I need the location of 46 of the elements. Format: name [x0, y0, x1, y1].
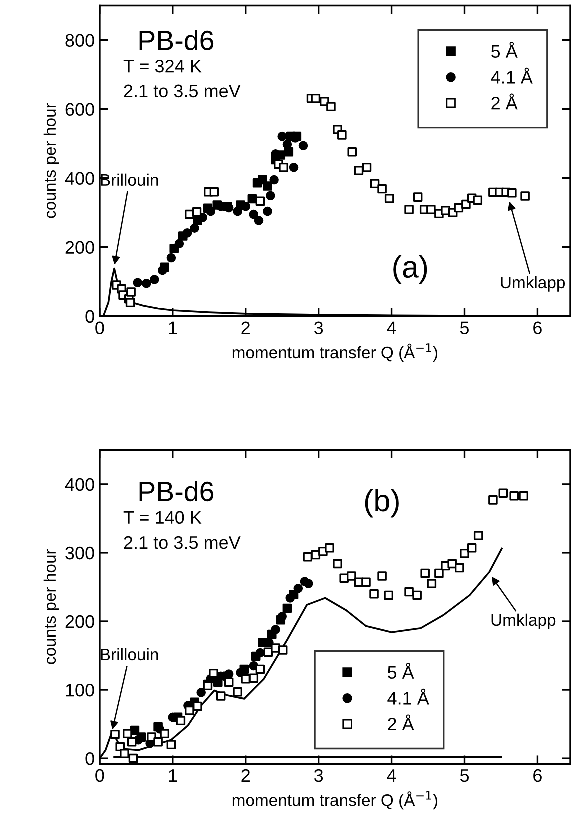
x-tick-label: 6 [534, 769, 542, 782]
annotation: Brillouin [101, 648, 158, 661]
y-tick-label: 400 [65, 172, 94, 186]
annotation: (b) [365, 489, 399, 518]
x-tick-label: 4 [387, 770, 396, 782]
y-tick-label: 100 [66, 684, 94, 697]
x-tick-label: 5 [460, 322, 470, 334]
x-tick-label: 6 [534, 322, 542, 334]
x-tick-label: 5 [460, 770, 470, 782]
legend-label: 4.1 Å [388, 688, 430, 705]
legend-label: 2 Å [388, 714, 414, 731]
annotation: T = 140 K [124, 511, 202, 524]
y-tick-label: 0 [86, 310, 94, 324]
x-tick-label: 1 [169, 322, 178, 334]
annotation: 2.1 to 3.5 meV [124, 536, 241, 550]
y-tick-label: 800 [66, 34, 94, 48]
x-tick-label: 0 [96, 769, 104, 782]
x-axis-title: momentum transfer Q (Å$^{−1}$) [232, 791, 438, 810]
x-tick-label: 4 [387, 322, 396, 334]
text: PB-d6 [140, 30, 214, 51]
y-tick-label: 400 [65, 478, 94, 492]
legend-label: 4.1 Å [491, 68, 533, 84]
x-tick-label: 3 [314, 322, 324, 334]
annotation: T = 324 K [124, 60, 202, 73]
text: PB-d6 [140, 481, 214, 502]
annotation: Umklapp [492, 614, 556, 630]
annotation: Umklapp [501, 276, 566, 292]
y-tick-label: 300 [66, 546, 94, 560]
annotation: (a) [394, 256, 428, 284]
y-axis-title: counts per hour [44, 549, 60, 664]
x-tick-label: 3 [314, 769, 324, 782]
legend-label: 2 Å [492, 94, 518, 110]
y-axis-title: counts per hour [44, 103, 60, 218]
x-axis-title: momentum transfer Q (Å$^{−1}$) [232, 344, 438, 362]
x-tick-label: 2 [242, 769, 250, 782]
annotation: Brillouin [101, 174, 158, 186]
y-tick-label: 200 [66, 241, 94, 254]
legend-label: 5 Å [388, 663, 414, 680]
y-tick-label: 0 [86, 752, 94, 766]
x-tick-label: 2 [242, 322, 250, 334]
annotation: 2.1 to 3.5 meV [124, 84, 241, 98]
legend-label: 5 Å [492, 42, 518, 58]
x-tick-label: 1 [169, 770, 178, 782]
x-tick-label: 0 [96, 322, 104, 334]
y-tick-label: 200 [66, 615, 94, 628]
y-tick-label: 600 [66, 103, 94, 116]
